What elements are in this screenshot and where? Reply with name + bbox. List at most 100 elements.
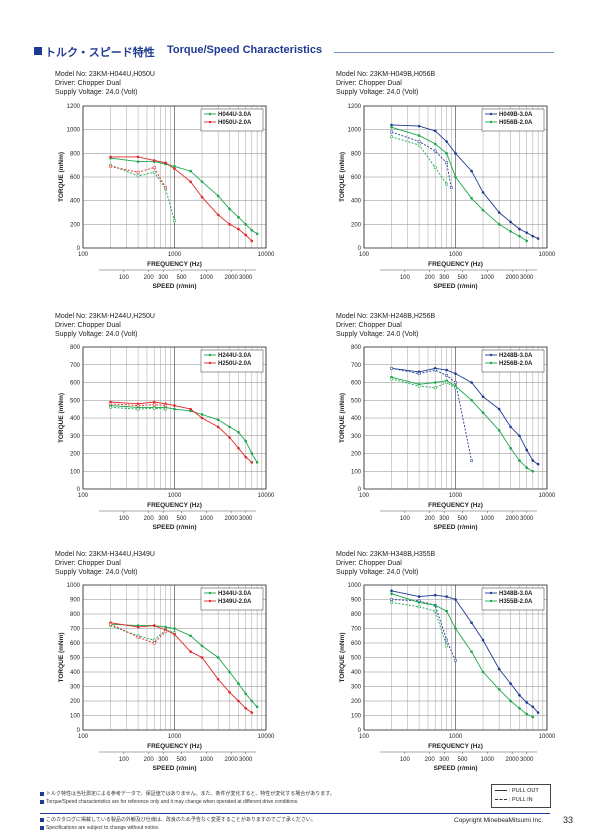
data-point — [470, 169, 473, 173]
speed-tick-label: 300 — [439, 757, 450, 763]
footer-note-en-2: Specifications are subject to change wit… — [40, 825, 159, 831]
y-tick-label: 800 — [70, 612, 81, 618]
y-tick-label: 200 — [70, 452, 81, 458]
data-point — [250, 452, 254, 455]
speed-tick-label: 3000 — [520, 757, 534, 763]
data-point — [189, 180, 192, 184]
data-point — [152, 624, 156, 627]
legend-marker — [208, 599, 212, 603]
y-tick-label: 600 — [351, 381, 362, 387]
footer-note-jp-1: トルク特性は当社測定による参考データで、保証値ではありません。また、条件が変化す… — [40, 790, 335, 797]
x-tick-label: 100 — [78, 493, 89, 499]
data-point — [237, 430, 240, 434]
data-point — [449, 186, 453, 190]
speed-tick-label: 3000 — [520, 275, 534, 281]
y-tick-label: 200 — [351, 452, 362, 458]
speed-tick-label: 1000 — [200, 275, 214, 281]
speed-tick-label: 1000 — [481, 275, 495, 281]
y-tick-label: 400 — [351, 199, 362, 205]
data-point — [518, 706, 521, 710]
data-point — [509, 699, 512, 703]
legend-box — [200, 108, 264, 132]
x-tick-label: 1000 — [449, 252, 463, 258]
speed-tick-label: 500 — [176, 757, 187, 763]
data-point — [525, 239, 529, 243]
series-line — [110, 403, 166, 407]
series-line — [110, 165, 166, 188]
data-point — [470, 381, 473, 384]
data-point — [152, 166, 156, 169]
data-point — [433, 593, 437, 597]
data-point — [481, 411, 485, 414]
data-point — [250, 711, 254, 714]
data-point — [445, 152, 448, 155]
speed-tick-label: 500 — [457, 516, 468, 522]
data-point — [109, 406, 112, 409]
data-point — [164, 161, 167, 165]
speed-axis-label: SPEED (r/min) — [152, 524, 196, 531]
driver-text: Driver: Chopper Dual — [336, 560, 402, 567]
header-square-icon — [34, 47, 42, 55]
legend-marker — [208, 112, 212, 116]
speed-tick-label: 2000 — [224, 757, 238, 763]
data-point — [445, 140, 448, 143]
legend-entry: H050U-2.0A — [218, 120, 252, 126]
data-point — [250, 228, 254, 232]
data-point — [164, 625, 167, 629]
data-point — [445, 368, 448, 372]
data-point — [244, 223, 248, 226]
data-point — [189, 407, 192, 411]
data-point — [445, 161, 448, 165]
y-tick-label: 0 — [77, 246, 81, 252]
y-tick-label: 500 — [351, 398, 362, 404]
data-point — [417, 384, 421, 388]
series-line — [391, 136, 447, 185]
speed-axis-label: SPEED (r/min) — [152, 283, 196, 290]
speed-tick-label: 2000 — [505, 275, 519, 281]
data-point — [152, 159, 156, 162]
y-tick-label: 900 — [351, 598, 362, 604]
data-point — [390, 126, 393, 129]
data-point — [433, 142, 437, 146]
data-point — [244, 233, 248, 237]
data-point — [390, 123, 393, 127]
data-point — [200, 195, 204, 199]
header-title-jp: トルク・スピード特性 — [45, 47, 155, 59]
page-number: 33 — [563, 815, 574, 825]
chart-meta: Model No: 23KM-H044U,H050U Driver: Chopp… — [55, 70, 155, 97]
model-no: Model No: 23KM-H244U,H250U — [55, 313, 155, 320]
copyright: Copyright MinebeaMitsumi Inc. — [454, 817, 544, 824]
data-point — [390, 598, 393, 601]
speed-tick-label: 200 — [425, 275, 436, 281]
y-tick-label: 600 — [351, 641, 362, 647]
chart-panel-2: Model No: 23KM-H049B,H056B Driver: Chopp… — [336, 70, 556, 300]
legend-box — [481, 349, 545, 373]
x-axis-label: FREQUENCY (Hz) — [428, 502, 483, 509]
data-point — [250, 239, 254, 243]
supply-text: Supply Voltage: 24.0 (Volt) — [55, 569, 138, 576]
series-line — [110, 401, 253, 463]
legend-entry: H049B-3.0A — [499, 112, 533, 118]
legend-entry: H348B-3.0A — [499, 591, 533, 597]
data-point — [518, 693, 521, 697]
data-point — [173, 167, 176, 171]
data-point — [136, 625, 140, 629]
data-point — [518, 227, 521, 231]
data-point — [244, 692, 248, 696]
data-point — [454, 627, 457, 630]
data-point — [244, 439, 248, 443]
x-tick-label: 10000 — [539, 493, 556, 499]
data-point — [445, 609, 448, 613]
supply-text: Supply Voltage: 24.0 (Volt) — [55, 89, 138, 96]
data-point — [390, 130, 393, 134]
y-tick-label: 0 — [77, 487, 81, 493]
data-point — [109, 402, 112, 406]
data-point — [189, 169, 192, 173]
data-point — [173, 633, 176, 636]
speed-tick-label: 2000 — [505, 757, 519, 763]
data-point — [417, 605, 421, 609]
y-tick-label: 0 — [77, 728, 81, 734]
x-tick-label: 1000 — [168, 734, 182, 740]
